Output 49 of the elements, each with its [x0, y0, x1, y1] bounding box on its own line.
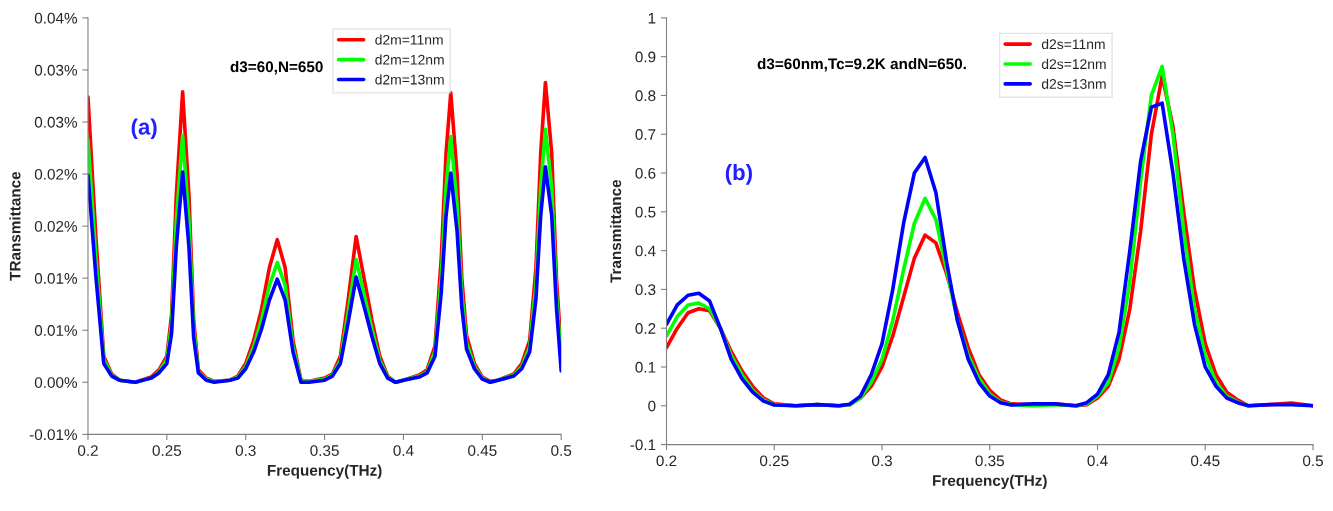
x-tick-label: 0.35: [310, 445, 339, 456]
legend-label: d2s=12nm: [1041, 58, 1106, 70]
x-tick-label: 0.5: [1302, 455, 1323, 467]
y-tick-label: 0: [648, 400, 656, 412]
annotation: (a): [131, 118, 157, 140]
y-axis-title: Transmittance: [609, 179, 622, 283]
x-tick-label: 0.3: [871, 455, 892, 467]
x-tick-label: 0.5: [551, 445, 572, 456]
y-tick-label: 0.01%: [34, 273, 78, 284]
y-tick-label: -0.01%: [29, 429, 78, 441]
y-tick-label: 0.5: [635, 206, 656, 218]
annotation: d3=60,N=650: [230, 60, 323, 75]
y-tick-label: 0.01%: [34, 325, 78, 336]
y-axis-title: TRansmittance: [9, 171, 21, 281]
annotation: (b): [725, 163, 752, 185]
y-tick-label: 0.6: [635, 167, 656, 179]
x-tick-label: 0.3: [235, 445, 256, 456]
x-tick-label: 0.25: [759, 455, 789, 467]
y-tick-label: 0.2: [635, 323, 656, 334]
y-tick-label: -0.1: [630, 439, 656, 451]
x-tick-label: 0.2: [656, 455, 677, 467]
x-tick-label: 0.45: [1190, 455, 1220, 467]
x-tick-label: 0.45: [468, 445, 497, 456]
y-tick-label: 0.8: [635, 90, 656, 102]
y-tick-label: 0.9: [635, 51, 656, 63]
y-tick-label: 1: [648, 12, 656, 24]
annotation: d3=60nm,Tc=9.2K andN=650.: [757, 58, 966, 72]
x-tick-label: 0.2: [77, 445, 98, 456]
x-tick-label: 0.4: [393, 445, 414, 456]
y-tick-label: 0.4: [635, 245, 656, 257]
x-tick-label: 0.25: [152, 445, 182, 456]
legend-label: d2m=13nm: [375, 74, 444, 85]
y-tick-label: 0.3: [635, 284, 656, 296]
y-tick-label: 0.02%: [34, 168, 78, 180]
y-tick-label: 0.00%: [34, 377, 78, 388]
legend-label: d2m=12nm: [375, 54, 444, 65]
legend-label: d2s=11nm: [1041, 38, 1105, 50]
legend-label: d2m=11nm: [375, 34, 443, 45]
x-axis-title: Frequency(THz): [933, 474, 1047, 490]
y-tick-label: 0.03%: [34, 64, 78, 76]
y-tick-label: 0.04%: [34, 12, 78, 24]
x-tick-label: 0.4: [1087, 455, 1108, 467]
y-tick-label: 0.02%: [34, 220, 78, 232]
y-tick-label: 0.03%: [34, 116, 78, 128]
x-tick-label: 0.35: [975, 455, 1004, 467]
y-tick-label: 0.7: [635, 129, 656, 140]
x-axis-title: Frequency(THz): [267, 464, 382, 479]
legend-label: d2s=13nm: [1041, 78, 1106, 89]
y-tick-label: 0.1: [635, 361, 656, 373]
